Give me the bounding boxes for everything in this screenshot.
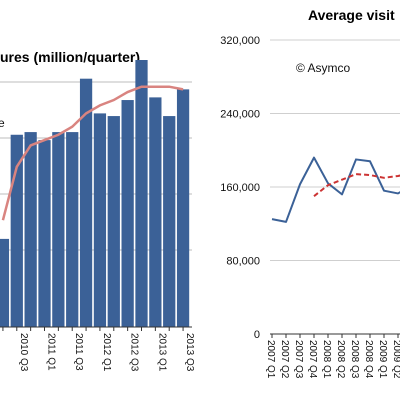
left-trend-line [1,85,184,221]
left-bar [24,132,37,327]
right-ytick-label: 0 [254,329,260,341]
left-bar [52,132,65,327]
left-xtick-label: 2011 Q1 [46,333,57,371]
right-xtick-label: 2009 Q1 [377,340,388,379]
right-xtick-label: 2007 Q2 [279,340,290,379]
right-solid-line [271,156,400,223]
right-yticks: 0 80,000 160,000 240,000 320,000 [220,35,260,341]
right-xtick-label: 2007 Q4 [307,340,318,379]
left-xtick-label: 2013 Q3 [184,333,195,372]
left-xtick-label: 2011 Q3 [73,333,84,371]
right-xtick-label: 2008 Q1 [321,340,332,379]
left-xticks: 2010 Q3 2011 Q1 2011 Q3 2012 Q1 2012 Q3 2013 … [2,327,195,372]
left-bar [149,97,162,327]
right-xtick-label: 2007 Q1 [265,340,276,379]
right-gridlines [270,39,400,335]
left-chart-title: ures (million/quarter) [0,49,140,65]
right-ytick-label: 320,000 [220,35,260,47]
right-chart-title: Average visit [308,7,395,23]
left-chart-note: e [0,116,5,130]
right-chart-annotation: © Asymco [296,61,351,75]
right-xtick-label: 2008 Q4 [363,340,374,379]
right-xtick-label: 2009 Q2 [391,340,400,379]
left-trend [1,85,184,221]
left-bar [163,116,176,327]
right-xticks: 2007 Q1 2007 Q2 2007 Q3 2007 Q4 2008 Q1 2008 … [265,334,400,379]
left-bar [107,116,120,327]
left-bar [10,134,23,327]
left-bar [93,113,107,328]
right-xtick-label: 2007 Q3 [293,340,304,379]
right-xtick-label: 2008 Q2 [335,340,346,379]
left-xtick-label: 2012 Q1 [101,333,112,372]
left-xtick-label: 2012 Q3 [129,333,140,372]
left-chart: ures (million/quarter) e 2010 Q3 2011 Q1 2… [0,49,195,372]
right-ytick-label: 80,000 [226,256,260,268]
left-xtick-label: 2013 Q1 [156,333,167,372]
left-bar [0,238,10,327]
left-bar [121,100,134,327]
right-ytick-label: 160,000 [220,182,260,194]
left-bar [38,140,51,327]
left-bar [79,78,93,327]
right-chart: Average visit © Asymco 0 80,000 160,000 240… [220,7,400,379]
right-xtick-label: 2008 Q3 [349,340,360,379]
right-dashed-line [313,173,400,197]
left-bars [0,60,192,328]
left-bar [135,60,148,327]
right-lines [271,156,400,223]
left-xtick-label: 2010 Q3 [18,333,29,372]
left-bar [176,89,190,328]
left-bar [66,132,79,327]
right-ytick-label: 240,000 [220,109,260,121]
